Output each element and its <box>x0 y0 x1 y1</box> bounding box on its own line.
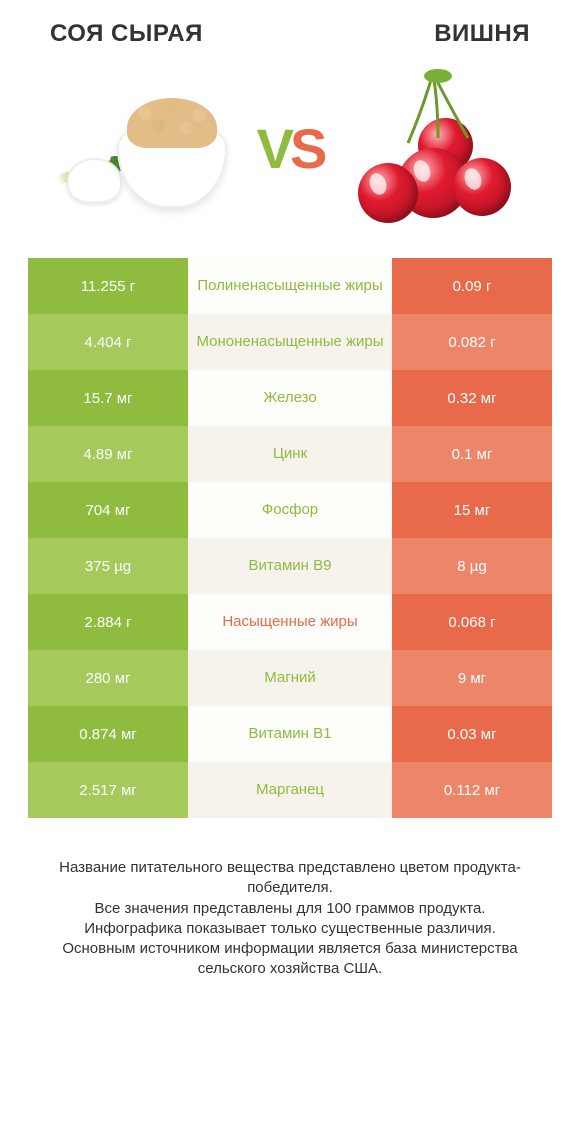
hero: VS <box>0 58 580 258</box>
footer-line: Название питательного вещества представл… <box>30 858 550 899</box>
nutrient-label: Насыщенные жиры <box>188 594 392 650</box>
right-value: 0.112 мг <box>392 762 552 818</box>
left-value: 15.7 мг <box>28 370 188 426</box>
table-row: 704 мгФосфор15 мг <box>28 482 552 538</box>
nutrient-label: Магний <box>188 650 392 706</box>
nutrient-label: Цинк <box>188 426 392 482</box>
footer-notes: Название питательного вещества представл… <box>0 818 580 980</box>
nutrient-label: Марганец <box>188 762 392 818</box>
footer-line: Основным источником информации является … <box>30 939 550 980</box>
table-row: 15.7 мгЖелезо0.32 мг <box>28 370 552 426</box>
table-row: 4.404 гМононенасыщенные жиры0.082 г <box>28 314 552 370</box>
nutrient-label: Полиненасыщенные жиры <box>188 258 392 314</box>
table-row: 0.874 мгВитамин B10.03 мг <box>28 706 552 762</box>
table-row: 2.517 мгМарганец0.112 мг <box>28 762 552 818</box>
left-value: 0.874 мг <box>28 706 188 762</box>
table-row: 11.255 гПолиненасыщенные жиры0.09 г <box>28 258 552 314</box>
header: СОЯ СЫРАЯ ВИШНЯ <box>0 0 580 58</box>
table-row: 4.89 мгЦинк0.1 мг <box>28 426 552 482</box>
left-value: 375 µg <box>28 538 188 594</box>
table-row: 280 мгМагний9 мг <box>28 650 552 706</box>
right-value: 0.068 г <box>392 594 552 650</box>
cherry-illustration <box>343 68 523 228</box>
right-value: 0.09 г <box>392 258 552 314</box>
table-row: 375 µgВитамин B98 µg <box>28 538 552 594</box>
vs-s: S <box>290 117 323 180</box>
right-value: 15 мг <box>392 482 552 538</box>
left-value: 2.884 г <box>28 594 188 650</box>
right-value: 0.03 мг <box>392 706 552 762</box>
footer-line: Инфографика показывает только существенн… <box>30 919 550 939</box>
table-row: 2.884 гНасыщенные жиры0.068 г <box>28 594 552 650</box>
soy-illustration <box>57 68 237 228</box>
right-product-title: ВИШНЯ <box>434 20 530 48</box>
comparison-table: 11.255 гПолиненасыщенные жиры0.09 г4.404… <box>0 258 580 818</box>
nutrient-label: Витамин B1 <box>188 706 392 762</box>
right-value: 0.082 г <box>392 314 552 370</box>
left-value: 280 мг <box>28 650 188 706</box>
left-value: 704 мг <box>28 482 188 538</box>
left-value: 2.517 мг <box>28 762 188 818</box>
right-value: 0.1 мг <box>392 426 552 482</box>
right-value: 9 мг <box>392 650 552 706</box>
footer-line: Все значения представлены для 100 граммо… <box>30 899 550 919</box>
nutrient-label: Мононенасыщенные жиры <box>188 314 392 370</box>
nutrient-label: Витамин B9 <box>188 538 392 594</box>
nutrient-label: Фосфор <box>188 482 392 538</box>
nutrient-label: Железо <box>188 370 392 426</box>
vs-label: VS <box>257 116 324 181</box>
left-value: 11.255 г <box>28 258 188 314</box>
left-value: 4.404 г <box>28 314 188 370</box>
left-value: 4.89 мг <box>28 426 188 482</box>
left-product-title: СОЯ СЫРАЯ <box>50 20 203 48</box>
right-value: 0.32 мг <box>392 370 552 426</box>
vs-v: V <box>257 117 290 180</box>
right-value: 8 µg <box>392 538 552 594</box>
